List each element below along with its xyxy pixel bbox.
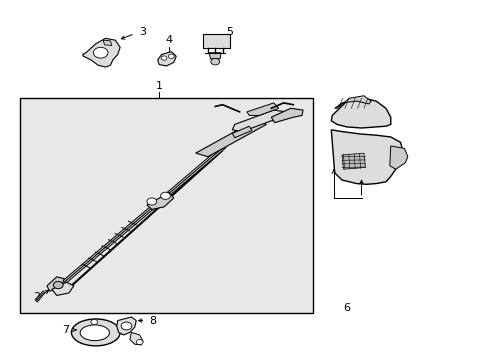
Polygon shape: [232, 110, 285, 132]
Polygon shape: [158, 51, 176, 66]
Polygon shape: [195, 121, 266, 157]
Circle shape: [147, 198, 157, 205]
Text: 5: 5: [226, 27, 233, 37]
Text: 4: 4: [165, 35, 172, 45]
Polygon shape: [52, 282, 74, 296]
Circle shape: [168, 54, 174, 58]
Text: 1: 1: [155, 81, 163, 91]
Circle shape: [53, 282, 63, 289]
Circle shape: [136, 339, 143, 345]
Polygon shape: [82, 39, 120, 67]
Text: 6: 6: [343, 303, 350, 313]
Polygon shape: [209, 53, 221, 59]
Polygon shape: [232, 126, 251, 138]
Polygon shape: [389, 146, 407, 169]
Polygon shape: [130, 332, 143, 345]
Circle shape: [93, 47, 108, 58]
Polygon shape: [334, 96, 370, 108]
Circle shape: [210, 58, 219, 65]
Bar: [20, 98, 312, 313]
Ellipse shape: [71, 319, 120, 346]
Polygon shape: [117, 317, 136, 335]
Text: 3: 3: [140, 27, 146, 37]
Polygon shape: [147, 193, 173, 210]
Polygon shape: [330, 98, 390, 128]
Text: 7: 7: [61, 325, 69, 335]
Circle shape: [161, 56, 166, 60]
Circle shape: [91, 319, 98, 324]
Text: 2: 2: [33, 292, 40, 302]
Circle shape: [121, 322, 132, 330]
Polygon shape: [47, 277, 64, 291]
Text: 8: 8: [149, 316, 156, 325]
Bar: [203, 35, 229, 48]
Polygon shape: [330, 130, 402, 184]
Polygon shape: [103, 40, 112, 45]
Circle shape: [160, 192, 170, 199]
Ellipse shape: [80, 325, 109, 341]
Polygon shape: [341, 153, 365, 169]
Polygon shape: [271, 108, 303, 123]
Polygon shape: [246, 103, 278, 116]
